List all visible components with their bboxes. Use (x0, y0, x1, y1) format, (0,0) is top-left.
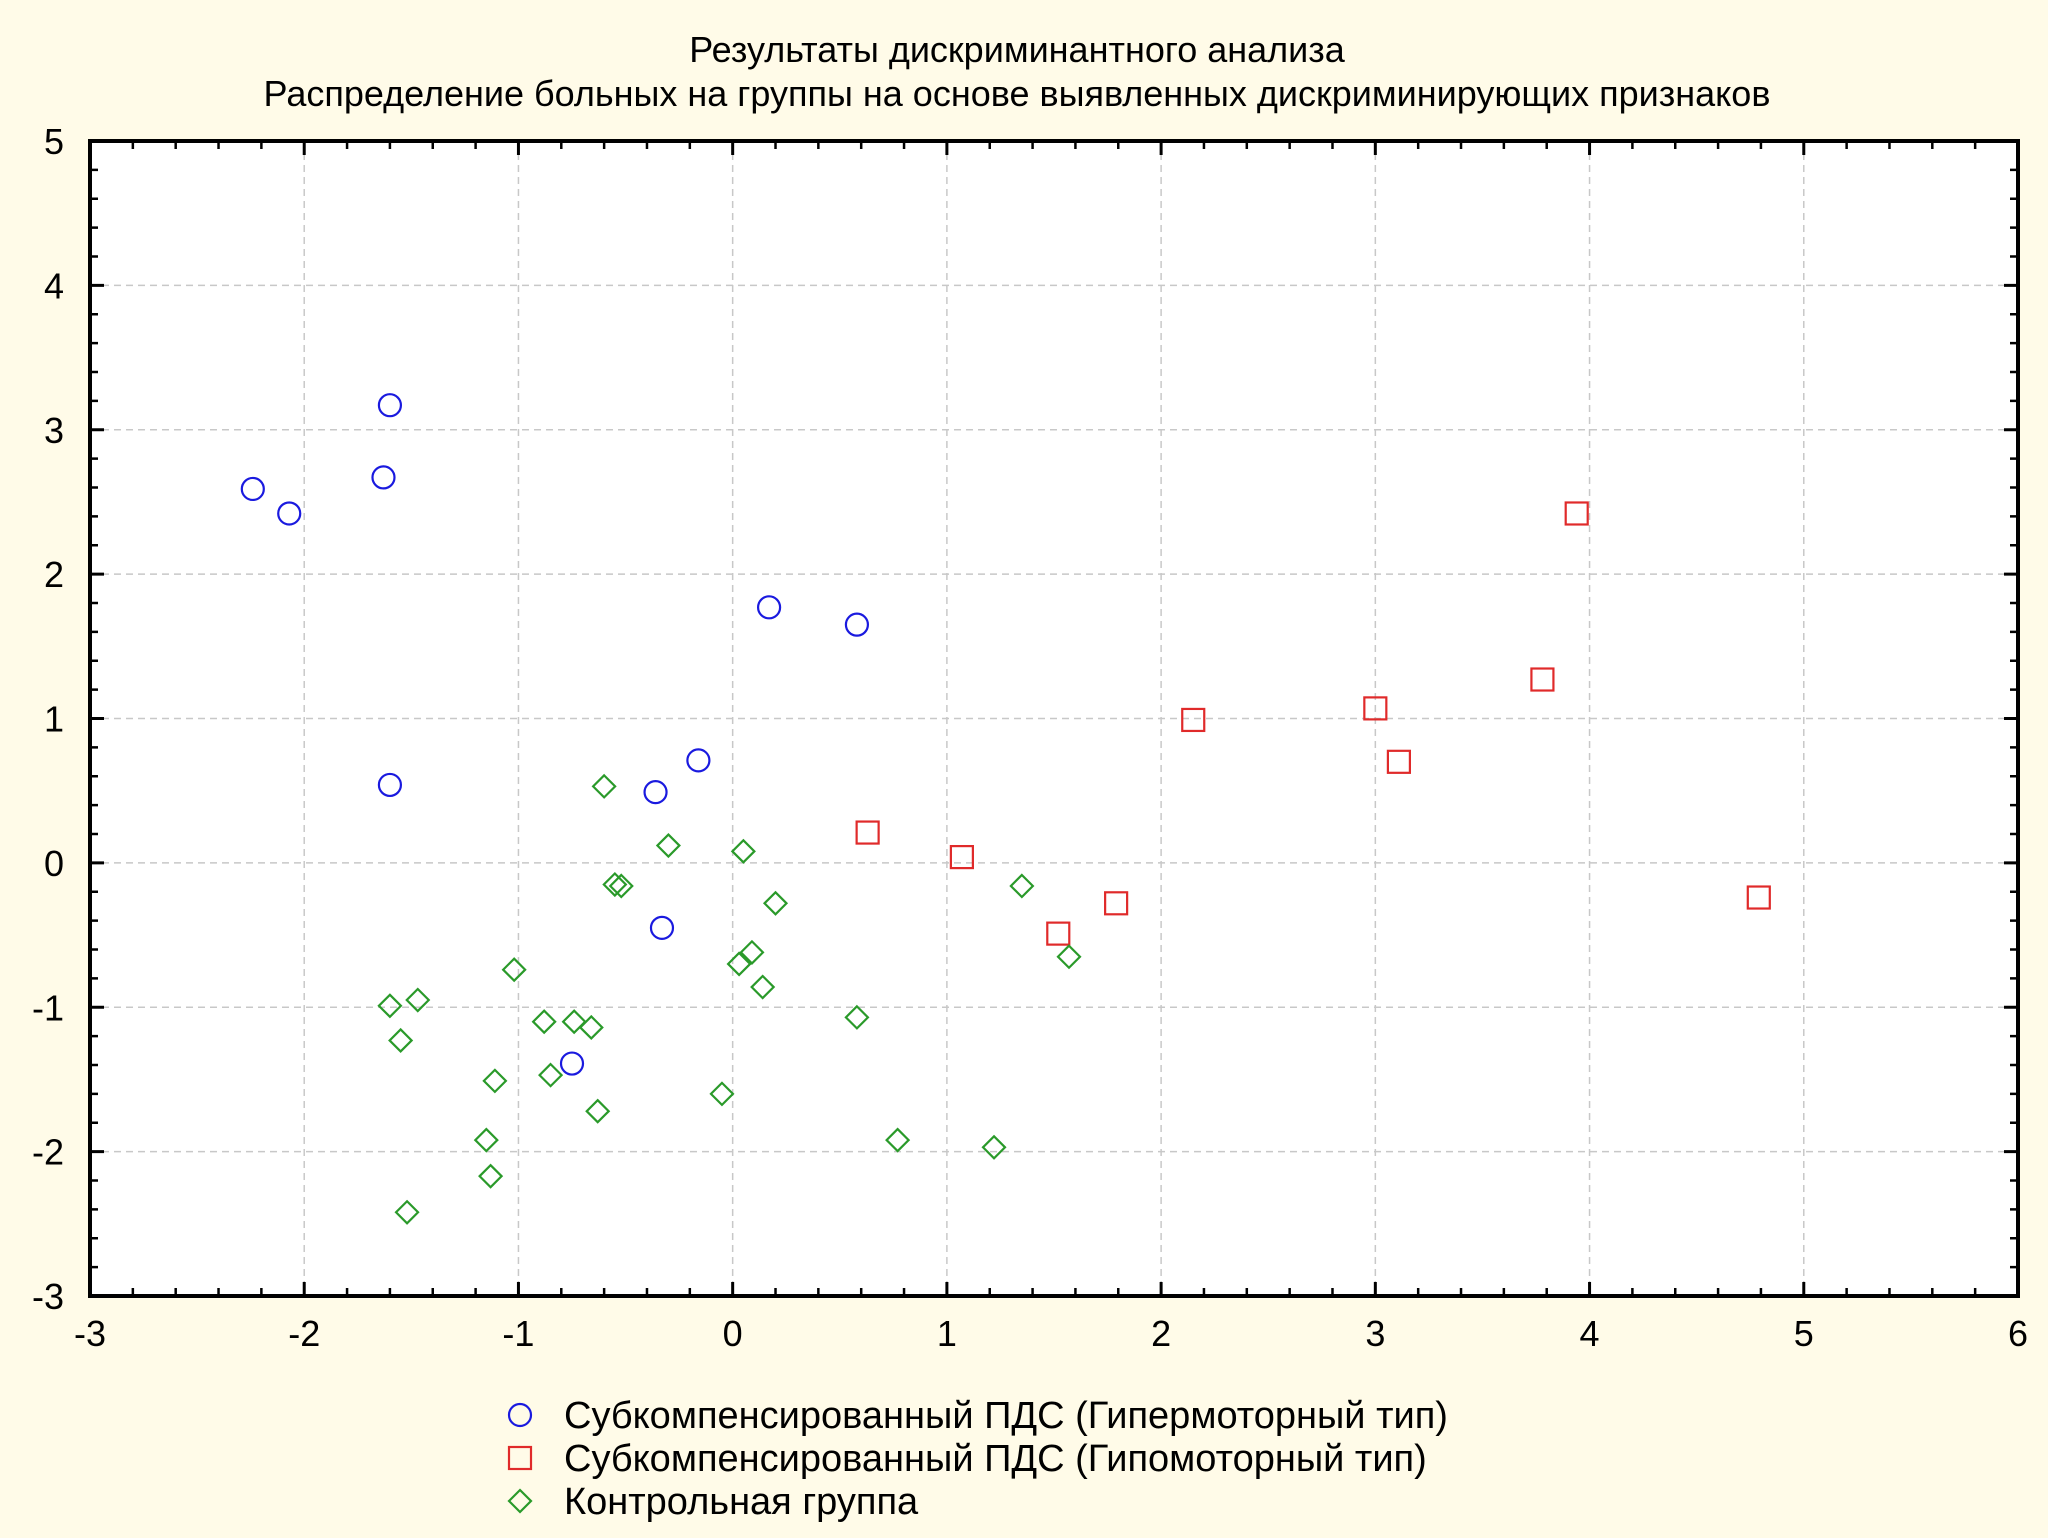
data-point-diamond (730, 838, 756, 864)
data-point-diamond (405, 987, 431, 1013)
data-point-diamond (561, 1009, 587, 1035)
data-point-diamond (762, 890, 789, 916)
data-point-diamond (388, 1027, 414, 1054)
legend: Субкомпенсированный ПДС (Гипермоторный т… (507, 1395, 1448, 1523)
data-point-circle (277, 501, 302, 526)
data-point-square (1564, 501, 1589, 526)
y-tick-label: 1 (44, 699, 64, 740)
y-tick-label: -1 (32, 987, 64, 1028)
y-tick-label: 3 (44, 410, 64, 451)
x-axis-labels: -3 -2 -1 0 1 2 3 4 5 6 (74, 1313, 2028, 1354)
data-point-square (1746, 885, 1771, 910)
x-tick-label: -3 (74, 1313, 106, 1354)
y-tick-label: 5 (44, 121, 64, 162)
x-tick-label: 1 (937, 1313, 957, 1354)
data-point-square (1181, 707, 1206, 733)
data-point-square (855, 820, 880, 845)
data-point-diamond (478, 1163, 504, 1189)
data-point-diamond (1009, 873, 1035, 899)
legend-label: Субкомпенсированный ПДС (Гипомоторный ти… (564, 1438, 1427, 1480)
legend-marker-circle (507, 1402, 533, 1428)
data-point-diamond (885, 1127, 911, 1153)
grid (90, 141, 2018, 1296)
x-tick-label: 0 (723, 1313, 743, 1354)
data-point-circle (649, 915, 675, 940)
x-tick-label: -2 (288, 1313, 320, 1354)
y-tick-label: -3 (32, 1276, 64, 1317)
x-tick-label: -1 (502, 1313, 534, 1354)
legend-label: Контрольная группа (564, 1481, 919, 1523)
data-point-diamond (591, 773, 617, 799)
plot-frame (88, 139, 2020, 1298)
data-point-circle (377, 393, 403, 418)
chart-subtitle: Распределение больных на группы на основ… (264, 73, 1771, 114)
data-point-diamond (608, 873, 634, 899)
x-tick-label: 4 (1580, 1313, 1600, 1354)
data-point-diamond (726, 951, 752, 977)
y-axis-labels: -3 -2 -1 0 1 2 3 4 5 (32, 121, 64, 1317)
data-point-diamond (482, 1068, 508, 1094)
data-point-square (1530, 667, 1555, 692)
x-tick-label: 3 (1365, 1313, 1385, 1354)
legend-marker-square (507, 1445, 533, 1471)
x-tick-label: 5 (1794, 1313, 1814, 1354)
data-point-diamond (585, 1098, 611, 1124)
data-point-square (1363, 696, 1388, 721)
data-point-diamond (739, 939, 765, 965)
y-tick-label: 0 (44, 843, 64, 884)
data-point-diamond (709, 1081, 735, 1107)
chart-title: Результаты дискриминантного анализа (689, 29, 1346, 70)
data-point-square (1046, 921, 1071, 946)
data-point-circle (377, 772, 403, 798)
data-point-diamond (1056, 944, 1082, 970)
data-point-diamond (501, 957, 527, 983)
data-point-circle (686, 748, 711, 773)
data-point-circle (844, 612, 870, 637)
data-point-diamond (844, 1004, 870, 1030)
data-point-diamond (655, 832, 681, 859)
data-point-diamond (750, 974, 776, 1000)
data-point-square (1104, 891, 1129, 916)
x-tick-label: 2 (1151, 1313, 1171, 1354)
data-points (240, 393, 1771, 1225)
y-tick-label: 2 (44, 554, 64, 595)
data-point-diamond (602, 871, 628, 898)
data-point-diamond (531, 1009, 557, 1035)
data-point-diamond (377, 993, 403, 1019)
legend-label: Субкомпенсированный ПДС (Гипермоторный т… (564, 1395, 1448, 1437)
data-point-circle (643, 780, 668, 805)
data-point-diamond (394, 1199, 420, 1225)
data-point-diamond (538, 1062, 564, 1088)
data-point-circle (559, 1051, 585, 1076)
y-tick-label: -2 (32, 1132, 64, 1173)
data-point-diamond (473, 1127, 499, 1153)
data-point-diamond (578, 1014, 604, 1041)
data-point-diamond (981, 1134, 1007, 1160)
data-point-circle (371, 465, 396, 490)
data-point-square (1386, 749, 1411, 774)
legend-marker-diamond (507, 1488, 533, 1514)
data-point-circle (240, 476, 265, 502)
data-point-circle (756, 595, 782, 620)
data-point-square (949, 844, 974, 870)
x-tick-label: 6 (2008, 1313, 2028, 1354)
y-tick-label: 4 (44, 265, 64, 306)
